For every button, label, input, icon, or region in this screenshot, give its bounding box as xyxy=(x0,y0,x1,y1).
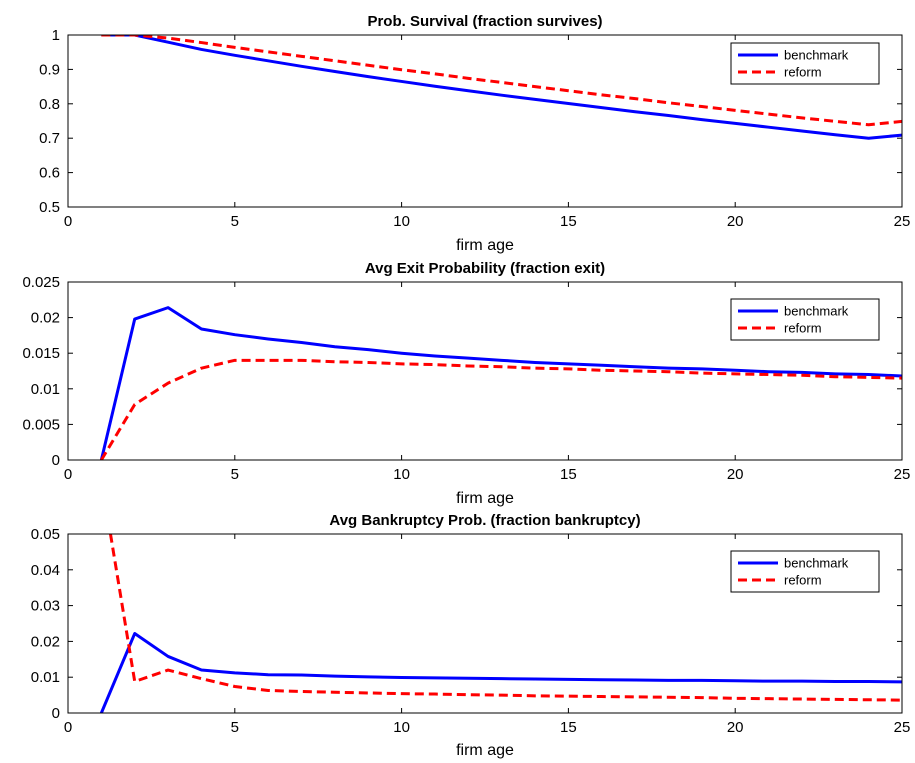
x-tick-label: 0 xyxy=(64,213,72,230)
series-line-reform xyxy=(108,534,902,702)
plot-area: 0 5 10 15 20 25 0 0.01 0.02 0.03 0.04 0.05 xyxy=(31,526,911,736)
x-tick-label: 0 xyxy=(64,466,72,483)
chart-title: Avg Bankruptcy Prob. (fraction bankruptc… xyxy=(329,512,640,529)
series-line-reform xyxy=(100,358,902,460)
plot-area: 0 5 10 15 20 25 0 0.005 0.01 0.015 0.02 0.025 xyxy=(22,274,910,483)
y-tick-label: 0 xyxy=(52,705,60,722)
x-tick-label: 15 xyxy=(560,466,577,483)
legend-label-benchmark: benchmark xyxy=(784,304,849,319)
y-tick-label: 0.8 xyxy=(39,96,60,113)
chart-title: Avg Exit Probability (fraction exit) xyxy=(365,260,605,277)
legend: benchmark reform xyxy=(730,298,880,341)
legend-box xyxy=(730,550,880,593)
axes-box xyxy=(67,34,903,208)
legend: benchmark reform xyxy=(730,42,880,85)
x-tick-label: 20 xyxy=(727,466,744,483)
x-tick-label: 15 xyxy=(560,719,577,736)
y-tick-label: 0.03 xyxy=(31,598,60,615)
y-tick-label: 0.02 xyxy=(31,310,60,327)
chart-panel-survival: Prob. Survival (fraction survives) 0 5 10 1… xyxy=(39,13,910,254)
plot-area: 0 5 10 15 20 25 0.5 0.6 0.7 0.8 0.9 1 xyxy=(39,27,910,230)
x-tick-label: 20 xyxy=(727,719,744,736)
x-tick-label: 5 xyxy=(231,719,239,736)
y-tick-label: 0.02 xyxy=(31,633,60,650)
x-tick-label: 5 xyxy=(231,466,239,483)
axes-box xyxy=(67,533,903,714)
x-tick-label: 10 xyxy=(393,213,410,230)
x-tick-label: 15 xyxy=(560,213,577,230)
x-axis-label: firm age xyxy=(456,742,514,759)
x-axis-label: firm age xyxy=(456,237,514,254)
y-tick-label: 0 xyxy=(52,452,60,469)
x-axis-label: firm age xyxy=(456,490,514,507)
chart-panel-bankruptcy: Avg Bankruptcy Prob. (fraction bankruptc… xyxy=(31,512,911,759)
series-line-benchmark xyxy=(99,306,902,460)
y-tick-label: 0.04 xyxy=(31,562,60,579)
y-tick-label: 1 xyxy=(52,27,60,44)
y-tick-label: 0.01 xyxy=(31,381,60,398)
x-tick-label: 20 xyxy=(727,213,744,230)
legend-label-benchmark: benchmark xyxy=(784,48,849,63)
y-tick-label: 0.005 xyxy=(22,416,60,433)
y-tick-label: 0.6 xyxy=(39,165,60,182)
series-line-reform xyxy=(101,35,902,127)
chart-panel-exit: Avg Exit Probability (fraction exit) 0 5 1… xyxy=(22,260,910,507)
x-tick-label: 25 xyxy=(894,466,911,483)
y-tick-label: 0.9 xyxy=(39,61,60,78)
x-tick-label: 25 xyxy=(894,719,911,736)
legend-box xyxy=(730,42,880,85)
legend-label-reform: reform xyxy=(784,321,822,336)
series-line-benchmark xyxy=(101,35,902,140)
legend-label-reform: reform xyxy=(784,573,822,588)
axes-box xyxy=(67,281,903,461)
legend-label-benchmark: benchmark xyxy=(784,556,849,571)
x-tick-label: 10 xyxy=(393,719,410,736)
y-tick-label: 0.01 xyxy=(31,669,60,686)
y-tick-label: 0.015 xyxy=(22,345,60,362)
chart-title: Prob. Survival (fraction survives) xyxy=(367,13,602,30)
series-line-benchmark xyxy=(99,632,902,713)
x-tick-label: 25 xyxy=(894,213,911,230)
x-tick-label: 5 xyxy=(231,213,239,230)
y-tick-label: 0.7 xyxy=(39,130,60,147)
x-tick-label: 10 xyxy=(393,466,410,483)
y-tick-label: 0.5 xyxy=(39,199,60,216)
legend-label-reform: reform xyxy=(784,65,822,80)
x-tick-label: 0 xyxy=(64,719,72,736)
legend: benchmark reform xyxy=(730,550,880,593)
legend-box xyxy=(730,298,880,341)
y-tick-label: 0.05 xyxy=(31,526,60,543)
y-tick-label: 0.025 xyxy=(22,274,60,291)
